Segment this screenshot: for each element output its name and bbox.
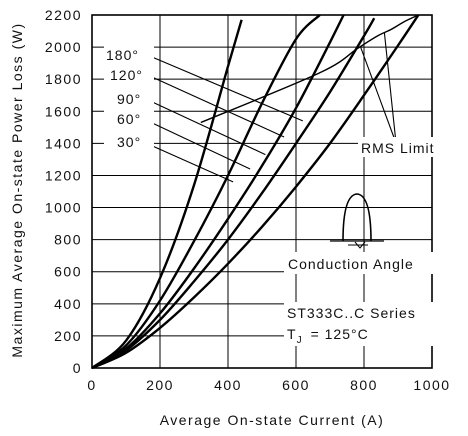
x-tick-label: 0	[87, 377, 96, 393]
x-axis-title: Average On-state Current (A)	[160, 412, 385, 428]
y-tick-label: 600	[54, 264, 82, 280]
leader-line	[147, 99, 266, 156]
angle-label-180: 180°	[106, 47, 139, 63]
y-tick-label: 0	[73, 360, 82, 376]
y-tick-label: 1200	[45, 167, 82, 183]
y-tick-label: 1800	[45, 71, 82, 87]
x-tick-labels: 0 200 400 600 800 1000	[87, 377, 450, 393]
y-tick-label: 2200	[45, 7, 82, 23]
leader-line	[147, 120, 251, 170]
angle-label-backdrop	[104, 44, 154, 154]
plot-frame	[91, 14, 433, 369]
tj-label: TJ = 125°C	[287, 326, 369, 346]
leader-line	[383, 32, 397, 144]
leader-lines	[147, 32, 397, 183]
angle-marker-icon	[354, 241, 366, 249]
curve-4	[91, 14, 420, 370]
curve-2	[91, 14, 345, 370]
curve-1	[91, 14, 321, 370]
angle-label-120: 120°	[110, 67, 143, 83]
rms-limit-curve	[200, 14, 419, 124]
leader-line	[147, 143, 234, 183]
conduction-angle-inset: Conduction Angle	[284, 193, 444, 274]
x-tick-label: 600	[282, 377, 310, 393]
y-tick-labels: 0 200 400 600 800 1000 1200 1400 1600 1800 2000 220…	[45, 7, 82, 376]
x-tick-label: 1000	[413, 377, 450, 393]
y-tick-label: 1400	[45, 135, 82, 151]
conduction-angle-label: Conduction Angle	[288, 256, 414, 272]
series-label: ST333C..C Series	[287, 305, 416, 321]
x-tick-label: 800	[350, 377, 378, 393]
curve-3	[91, 17, 376, 370]
rms-limit-label: RMS Limit	[361, 140, 435, 156]
y-tick-label: 200	[54, 328, 82, 344]
y-tick-label: 2000	[45, 39, 82, 55]
angle-label-90: 90°	[117, 91, 141, 107]
leader-line	[151, 56, 304, 122]
y-axis-title: Maximum Average On-state Power Loss (W)	[9, 22, 25, 357]
y-tick-label: 1000	[45, 200, 82, 216]
y-tick-label: 1600	[45, 103, 82, 119]
leader-line	[360, 46, 397, 144]
y-tick-label: 400	[54, 296, 82, 312]
leader-line	[151, 76, 285, 138]
y-tick-label: 800	[54, 232, 82, 248]
x-tick-label: 400	[214, 377, 242, 393]
angle-label-30: 30°	[117, 134, 141, 150]
series-info: ST333C..C Series TJ = 125°C	[284, 302, 442, 346]
curve-0	[91, 19, 243, 369]
half-sine-wave-icon	[342, 193, 372, 242]
angle-label-60: 60°	[117, 111, 141, 127]
rms-label-backdrop	[358, 137, 442, 157]
data-curves	[91, 14, 420, 370]
x-tick-label: 200	[146, 377, 174, 393]
